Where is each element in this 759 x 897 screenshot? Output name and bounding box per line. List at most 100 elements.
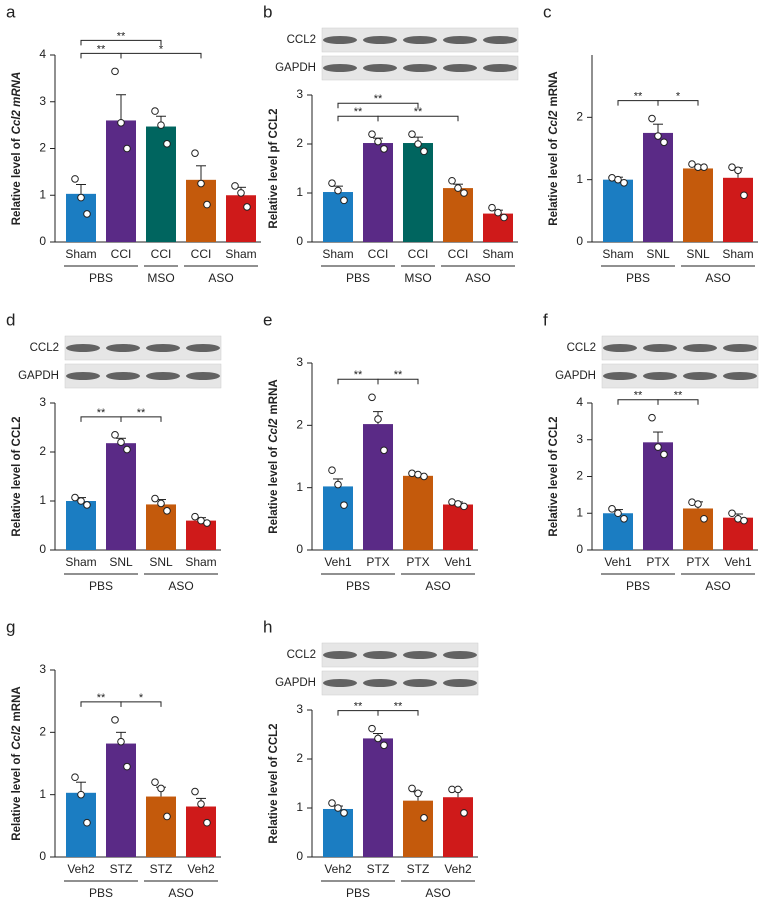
data-point <box>614 175 622 184</box>
bar <box>643 442 673 550</box>
panel: f CCL2 GAPDH 0 1 2 3 4 Relative level of CCL2 Veh… <box>543 310 759 593</box>
significance-label: ** <box>97 407 106 419</box>
blot-band <box>443 64 477 72</box>
data-point <box>111 716 119 724</box>
blot-label: CCL2 <box>287 34 316 46</box>
group-label: ASO <box>208 271 233 285</box>
significance-label: ** <box>394 369 403 381</box>
x-tick-label: Sham <box>722 247 753 261</box>
y-tick-label: 2 <box>576 469 583 483</box>
significance-label: ** <box>354 106 363 118</box>
data-point <box>328 466 336 475</box>
x-tick-label: Veh2 <box>444 862 472 876</box>
bar <box>106 443 136 550</box>
bar <box>603 179 633 242</box>
data-point <box>488 203 496 212</box>
data-point <box>368 724 376 733</box>
significance-bracket <box>120 701 162 707</box>
y-tick-label: 3 <box>39 395 46 409</box>
data-point <box>117 438 125 447</box>
bar <box>186 179 216 242</box>
blot-band <box>443 679 477 687</box>
group-label: PBS <box>626 271 650 285</box>
blot-band <box>603 344 637 352</box>
blot-band <box>146 344 180 352</box>
bar <box>403 475 433 550</box>
significance-bracket <box>120 416 162 422</box>
bar <box>186 520 216 550</box>
significance-bracket <box>377 710 419 716</box>
blot-band <box>643 372 677 380</box>
data-point <box>191 149 199 157</box>
x-tick-label: Veh1 <box>604 555 632 569</box>
panel-letter: c <box>543 2 552 21</box>
blot-band <box>66 344 100 352</box>
panel: b CCL2 GAPDH 0 1 2 3 Relative level pf CCL2 Sham… <box>263 2 519 285</box>
significance-bracket <box>80 39 162 46</box>
data-point <box>197 179 205 188</box>
significance-label: ** <box>674 390 683 402</box>
data-point <box>648 413 656 422</box>
panel-letter: f <box>543 310 548 329</box>
x-tick-label: Veh1 <box>444 555 472 569</box>
data-point <box>620 178 628 187</box>
significance-bracket <box>657 100 699 106</box>
y-tick-label: 4 <box>39 47 46 61</box>
data-point <box>77 497 85 505</box>
blot-label: CCL2 <box>567 342 596 354</box>
data-point <box>123 762 131 771</box>
blot-band <box>66 372 100 380</box>
x-tick-label: SNL <box>686 247 710 261</box>
x-tick-label: STZ <box>407 862 430 876</box>
data-point <box>163 507 171 515</box>
bar <box>483 213 513 242</box>
data-point <box>71 773 79 782</box>
bar <box>683 168 713 242</box>
data-point <box>460 189 468 197</box>
y-axis-label-part: Ccl2 <box>268 418 280 443</box>
y-axis-label: Relative level of Ccl2 mRNA <box>11 686 23 840</box>
blot-label: GAPDH <box>555 370 596 382</box>
blot-label: GAPDH <box>275 62 316 74</box>
significance-label: ** <box>634 90 643 102</box>
x-tick-label: STZ <box>150 862 173 876</box>
data-point <box>111 431 119 439</box>
data-point <box>83 210 91 218</box>
y-tick-label: 3 <box>296 87 303 101</box>
group-label: ASO <box>425 886 450 897</box>
data-point <box>614 509 622 518</box>
data-point <box>328 799 336 807</box>
data-point <box>340 196 348 205</box>
data-point <box>340 809 348 817</box>
data-point <box>334 480 342 489</box>
group-label: ASO <box>168 579 193 593</box>
y-axis-label: Relative level of Ccl2 mRNA <box>11 72 23 226</box>
significance-label: ** <box>414 106 423 118</box>
bar <box>443 797 473 857</box>
x-tick-label: Veh2 <box>67 862 95 876</box>
x-tick-label: PTX <box>366 555 389 569</box>
group-label: PBS <box>346 579 370 593</box>
data-point <box>454 785 462 794</box>
bar <box>723 517 753 550</box>
blot-band <box>603 372 637 380</box>
x-tick-label: Veh1 <box>724 555 752 569</box>
x-tick-label: CCI <box>408 247 429 261</box>
y-axis-label: Relative level of CCL2 <box>548 416 560 536</box>
blot-band <box>323 36 357 44</box>
y-axis-label-part: Relative level of <box>268 447 280 534</box>
y-tick-label: 2 <box>39 444 46 458</box>
data-point <box>734 166 742 175</box>
significance-label: ** <box>354 369 363 381</box>
panel: e 0 1 2 3 Relative level of Ccl2 mRNA Veh1 PTX PTX… <box>263 310 478 593</box>
y-tick-label: 3 <box>39 662 46 676</box>
y-axis-label: Relative level of CCL2 <box>11 416 23 536</box>
data-point <box>608 505 616 513</box>
blot-band <box>443 36 477 44</box>
data-point <box>694 500 702 508</box>
panel-letter: b <box>263 2 272 21</box>
group-label: MSO <box>147 271 174 285</box>
data-point <box>123 144 131 153</box>
group-label: ASO <box>425 579 450 593</box>
bar <box>66 792 96 857</box>
